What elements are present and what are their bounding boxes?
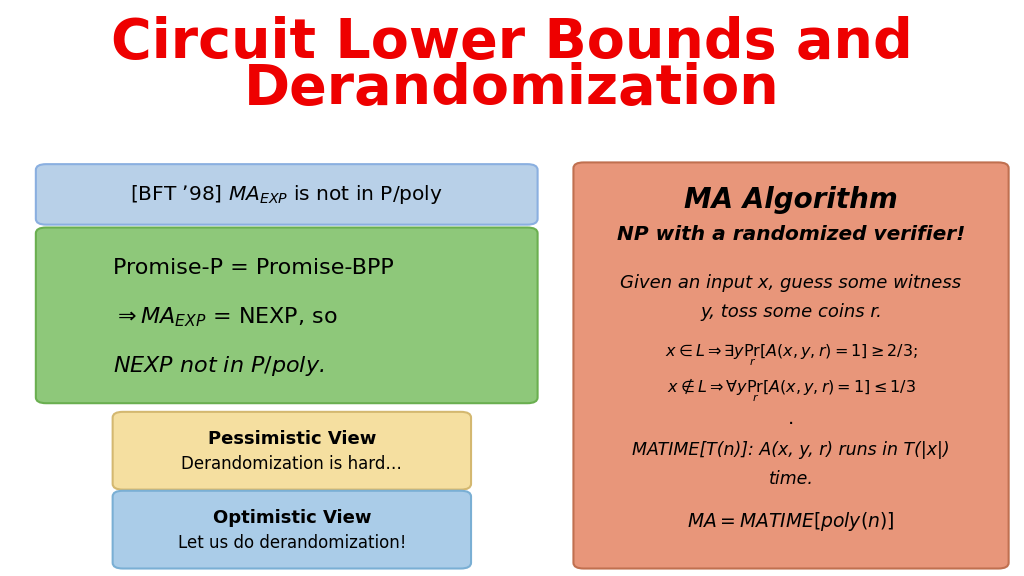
Text: Let us do derandomization!: Let us do derandomization! [177,533,407,552]
FancyBboxPatch shape [36,164,538,225]
Text: $x \in L \Rightarrow \exists y\underset{r}{\mathrm{Pr}}[A(x,y,r)=1] \geq 2/3;$: $x \in L \Rightarrow \exists y\underset{… [665,342,918,369]
FancyBboxPatch shape [113,491,471,569]
Text: Circuit Lower Bounds and: Circuit Lower Bounds and [112,16,912,70]
Text: Pessimistic View: Pessimistic View [208,430,376,448]
Text: [BFT ’98] $MA_{EXP}$ is not in P/poly: [BFT ’98] $MA_{EXP}$ is not in P/poly [130,183,443,206]
Text: Derandomization: Derandomization [244,62,780,116]
Text: y, toss some coins r.: y, toss some coins r. [700,303,882,321]
FancyBboxPatch shape [113,412,471,490]
Text: $x \notin L \Rightarrow \forall y\underset{r}{\mathrm{Pr}}[A(x,y,r)=1] \leq 1/3$: $x \notin L \Rightarrow \forall y\unders… [667,376,915,404]
Text: $\Rightarrow MA_{EXP}$ = NEXP, so: $\Rightarrow MA_{EXP}$ = NEXP, so [113,305,337,328]
FancyBboxPatch shape [36,228,538,403]
Text: Promise-P = Promise-BPP: Promise-P = Promise-BPP [113,258,393,278]
Text: Derandomization is hard…: Derandomization is hard… [181,454,402,473]
Text: NP with a randomized verifier!: NP with a randomized verifier! [616,225,966,244]
Text: $NEXP$ not in $P/poly$.: $NEXP$ not in $P/poly$. [113,354,324,378]
Text: MATIME[T(n)]: A(x, y, r) runs in T(|x|): MATIME[T(n)]: A(x, y, r) runs in T(|x|) [632,441,950,460]
Text: Optimistic View: Optimistic View [213,509,371,527]
Text: $MA{=}MATIME[poly(n)]$: $MA{=}MATIME[poly(n)]$ [687,510,895,533]
Text: time.: time. [769,470,813,488]
Text: MA Algorithm: MA Algorithm [684,186,898,214]
Text: Given an input x, guess some witness: Given an input x, guess some witness [621,274,962,293]
Text: .: . [787,410,795,428]
FancyBboxPatch shape [573,162,1009,569]
